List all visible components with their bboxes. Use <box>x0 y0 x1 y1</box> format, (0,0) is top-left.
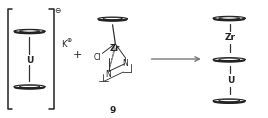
Text: ⊕: ⊕ <box>66 38 72 43</box>
Text: +: + <box>73 50 82 60</box>
Text: Zr: Zr <box>225 33 236 42</box>
Text: U: U <box>26 56 33 65</box>
Text: Zr: Zr <box>110 44 120 53</box>
Text: N: N <box>122 59 128 68</box>
Text: ⊖: ⊖ <box>54 6 61 15</box>
Text: Cl: Cl <box>94 53 102 62</box>
Text: K: K <box>62 40 67 49</box>
Text: N: N <box>105 70 111 79</box>
Text: U: U <box>227 76 234 85</box>
Text: 9: 9 <box>109 106 116 115</box>
